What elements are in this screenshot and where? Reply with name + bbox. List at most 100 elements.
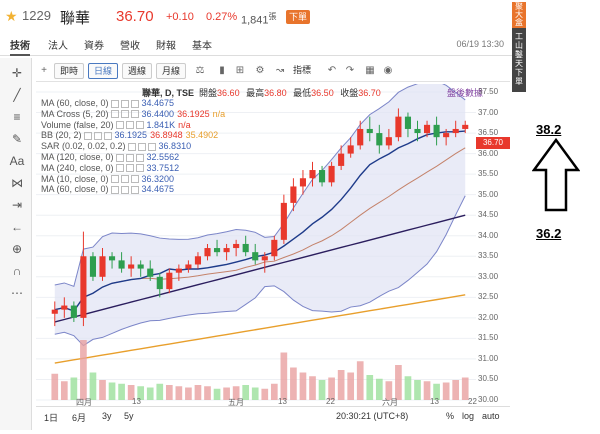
settings-small-icon[interactable]	[125, 164, 134, 173]
settings-small-icon[interactable]	[93, 132, 102, 141]
range-6m[interactable]: 6月	[72, 413, 87, 423]
camera-icon[interactable]: ◉	[383, 65, 393, 76]
candle-body	[443, 133, 450, 138]
side-badge[interactable]: 聚大盒	[512, 2, 526, 28]
volume-bar	[375, 378, 383, 400]
scale-icon[interactable]: ⚖	[195, 65, 205, 76]
order-button[interactable]: 下單	[286, 10, 310, 24]
eye-icon[interactable]	[83, 132, 92, 141]
layout-icon[interactable]: ▦	[365, 65, 375, 76]
legend-row[interactable]: MA (120, close, 0) 32.5562	[41, 152, 179, 162]
legend-value-2: 36.8948	[150, 130, 183, 141]
settings-small-icon[interactable]	[120, 175, 129, 184]
zoom-icon[interactable]: ⊕	[11, 242, 23, 256]
crosshair-icon[interactable]: ✛	[11, 66, 23, 80]
settings-small-icon[interactable]	[137, 142, 146, 151]
auto-toggle[interactable]: auto	[482, 411, 500, 421]
volume-bar	[60, 381, 68, 400]
percent-toggle[interactable]: %	[446, 411, 455, 421]
range-5y[interactable]: 5y	[124, 411, 134, 421]
text-icon[interactable]: Aa	[9, 154, 25, 168]
after-hours-link[interactable]: 盤後數據	[447, 88, 484, 98]
star-icon[interactable]: ★	[5, 8, 18, 24]
legend-row[interactable]: SAR (0.02, 0.02, 0.2) 36.8310	[41, 141, 191, 151]
legend-row[interactable]: MA (10, close, 0) 36.3200	[41, 174, 174, 184]
fib-icon[interactable]: ≡	[13, 110, 21, 124]
price-tick: 30.00	[478, 395, 499, 404]
settings-small-icon[interactable]	[125, 153, 134, 162]
eye-icon[interactable]	[110, 186, 119, 195]
time-tick: 六月	[382, 398, 398, 407]
legend-row[interactable]: MA (60, close, 0) 34.4675	[41, 98, 174, 108]
range-3y[interactable]: 3y	[102, 411, 112, 421]
legend-row[interactable]: MA (240, close, 0) 33.7512	[41, 163, 179, 173]
candle-type-icon[interactable]: ▮	[219, 65, 225, 76]
interval-monthly[interactable]: 月線	[156, 63, 187, 79]
volume-unit: 張	[268, 12, 277, 21]
compare-icon[interactable]: ⊞	[235, 65, 245, 76]
price-tick: 35.00	[478, 189, 499, 199]
close-small-icon[interactable]	[135, 153, 144, 162]
volume-bar	[395, 365, 402, 400]
candle-body	[156, 276, 163, 290]
legend-label: MA (10, close, 0)	[41, 173, 109, 184]
close-small-icon[interactable]	[130, 99, 139, 108]
volume-bar	[356, 361, 364, 400]
volume-bar	[194, 385, 202, 400]
legend-row[interactable]: MA (60, close, 0) 34.4675	[41, 184, 174, 194]
eye-icon[interactable]	[127, 142, 136, 151]
more-icon[interactable]: ⋯	[11, 286, 23, 300]
indicator-icon[interactable]: ↝	[275, 65, 285, 76]
legend-label: MA Cross (5, 20)	[41, 108, 109, 119]
volume-bar	[80, 340, 87, 400]
trendline-icon[interactable]: ╱	[13, 88, 21, 102]
legend-row[interactable]: BB (20, 2) 36.1925 36.8948 35.4902	[41, 130, 218, 140]
eye-icon[interactable]	[110, 110, 119, 119]
indicators-button[interactable]: 指標	[293, 65, 312, 75]
legend-row[interactable]: Volume (false, 20) 1.841K n/a	[41, 120, 191, 130]
pattern-icon[interactable]: ⋈	[11, 176, 23, 190]
interval-daily[interactable]: 日線	[88, 63, 119, 79]
datetime: 06/19 13:30	[456, 39, 504, 49]
undo-icon[interactable]: ↶	[327, 65, 337, 76]
add-icon[interactable]: +	[41, 65, 47, 76]
log-toggle[interactable]: log	[462, 411, 475, 421]
legend-value-2: n/a	[178, 119, 191, 130]
close-small-icon[interactable]	[135, 164, 144, 173]
side-order-panel[interactable]: 聚大盒 工山鑿天下單	[512, 2, 526, 92]
brush-icon[interactable]: ✎	[11, 132, 23, 146]
tab-financials[interactable]: 財報	[156, 41, 176, 52]
tab-institutional[interactable]: 法人	[48, 41, 68, 52]
settings-small-icon[interactable]	[120, 110, 129, 119]
close-small-icon[interactable]	[135, 121, 144, 130]
eye-icon[interactable]	[115, 164, 124, 173]
settings-small-icon[interactable]	[120, 186, 129, 195]
eye-icon[interactable]	[115, 153, 124, 162]
legend-row[interactable]: MA Cross (5, 20) 36.4400 36.1925 n/a	[41, 109, 225, 119]
side-label: 工山鑿天下單	[515, 32, 523, 86]
price-chart[interactable]	[36, 84, 510, 406]
range-1d[interactable]: 1日	[44, 413, 59, 423]
eye-icon[interactable]	[115, 121, 124, 130]
eye-icon[interactable]	[110, 175, 119, 184]
close-small-icon[interactable]	[130, 175, 139, 184]
back-arrow-icon[interactable]: ←	[11, 220, 23, 234]
close-small-icon[interactable]	[130, 186, 139, 195]
close-small-icon[interactable]	[103, 132, 112, 141]
settings-small-icon[interactable]	[120, 99, 129, 108]
magnet-icon[interactable]: ∩	[12, 264, 22, 278]
close-small-icon[interactable]	[147, 142, 156, 151]
close-small-icon[interactable]	[130, 110, 139, 119]
settings-small-icon[interactable]	[125, 121, 134, 130]
eye-icon[interactable]	[110, 99, 119, 108]
tab-technical[interactable]: 技術	[10, 37, 30, 56]
tab-revenue[interactable]: 營收	[120, 41, 140, 52]
tab-basics[interactable]: 基本	[192, 41, 212, 52]
redo-icon[interactable]: ↷	[345, 65, 355, 76]
settings-icon[interactable]: ⚙	[255, 65, 265, 76]
interval-weekly[interactable]: 週線	[122, 63, 153, 79]
volume-bar	[51, 373, 59, 400]
forecast-icon[interactable]: ⇥	[11, 198, 23, 212]
tab-margin[interactable]: 資券	[84, 41, 104, 52]
interval-realtime[interactable]: 即時	[54, 63, 85, 79]
